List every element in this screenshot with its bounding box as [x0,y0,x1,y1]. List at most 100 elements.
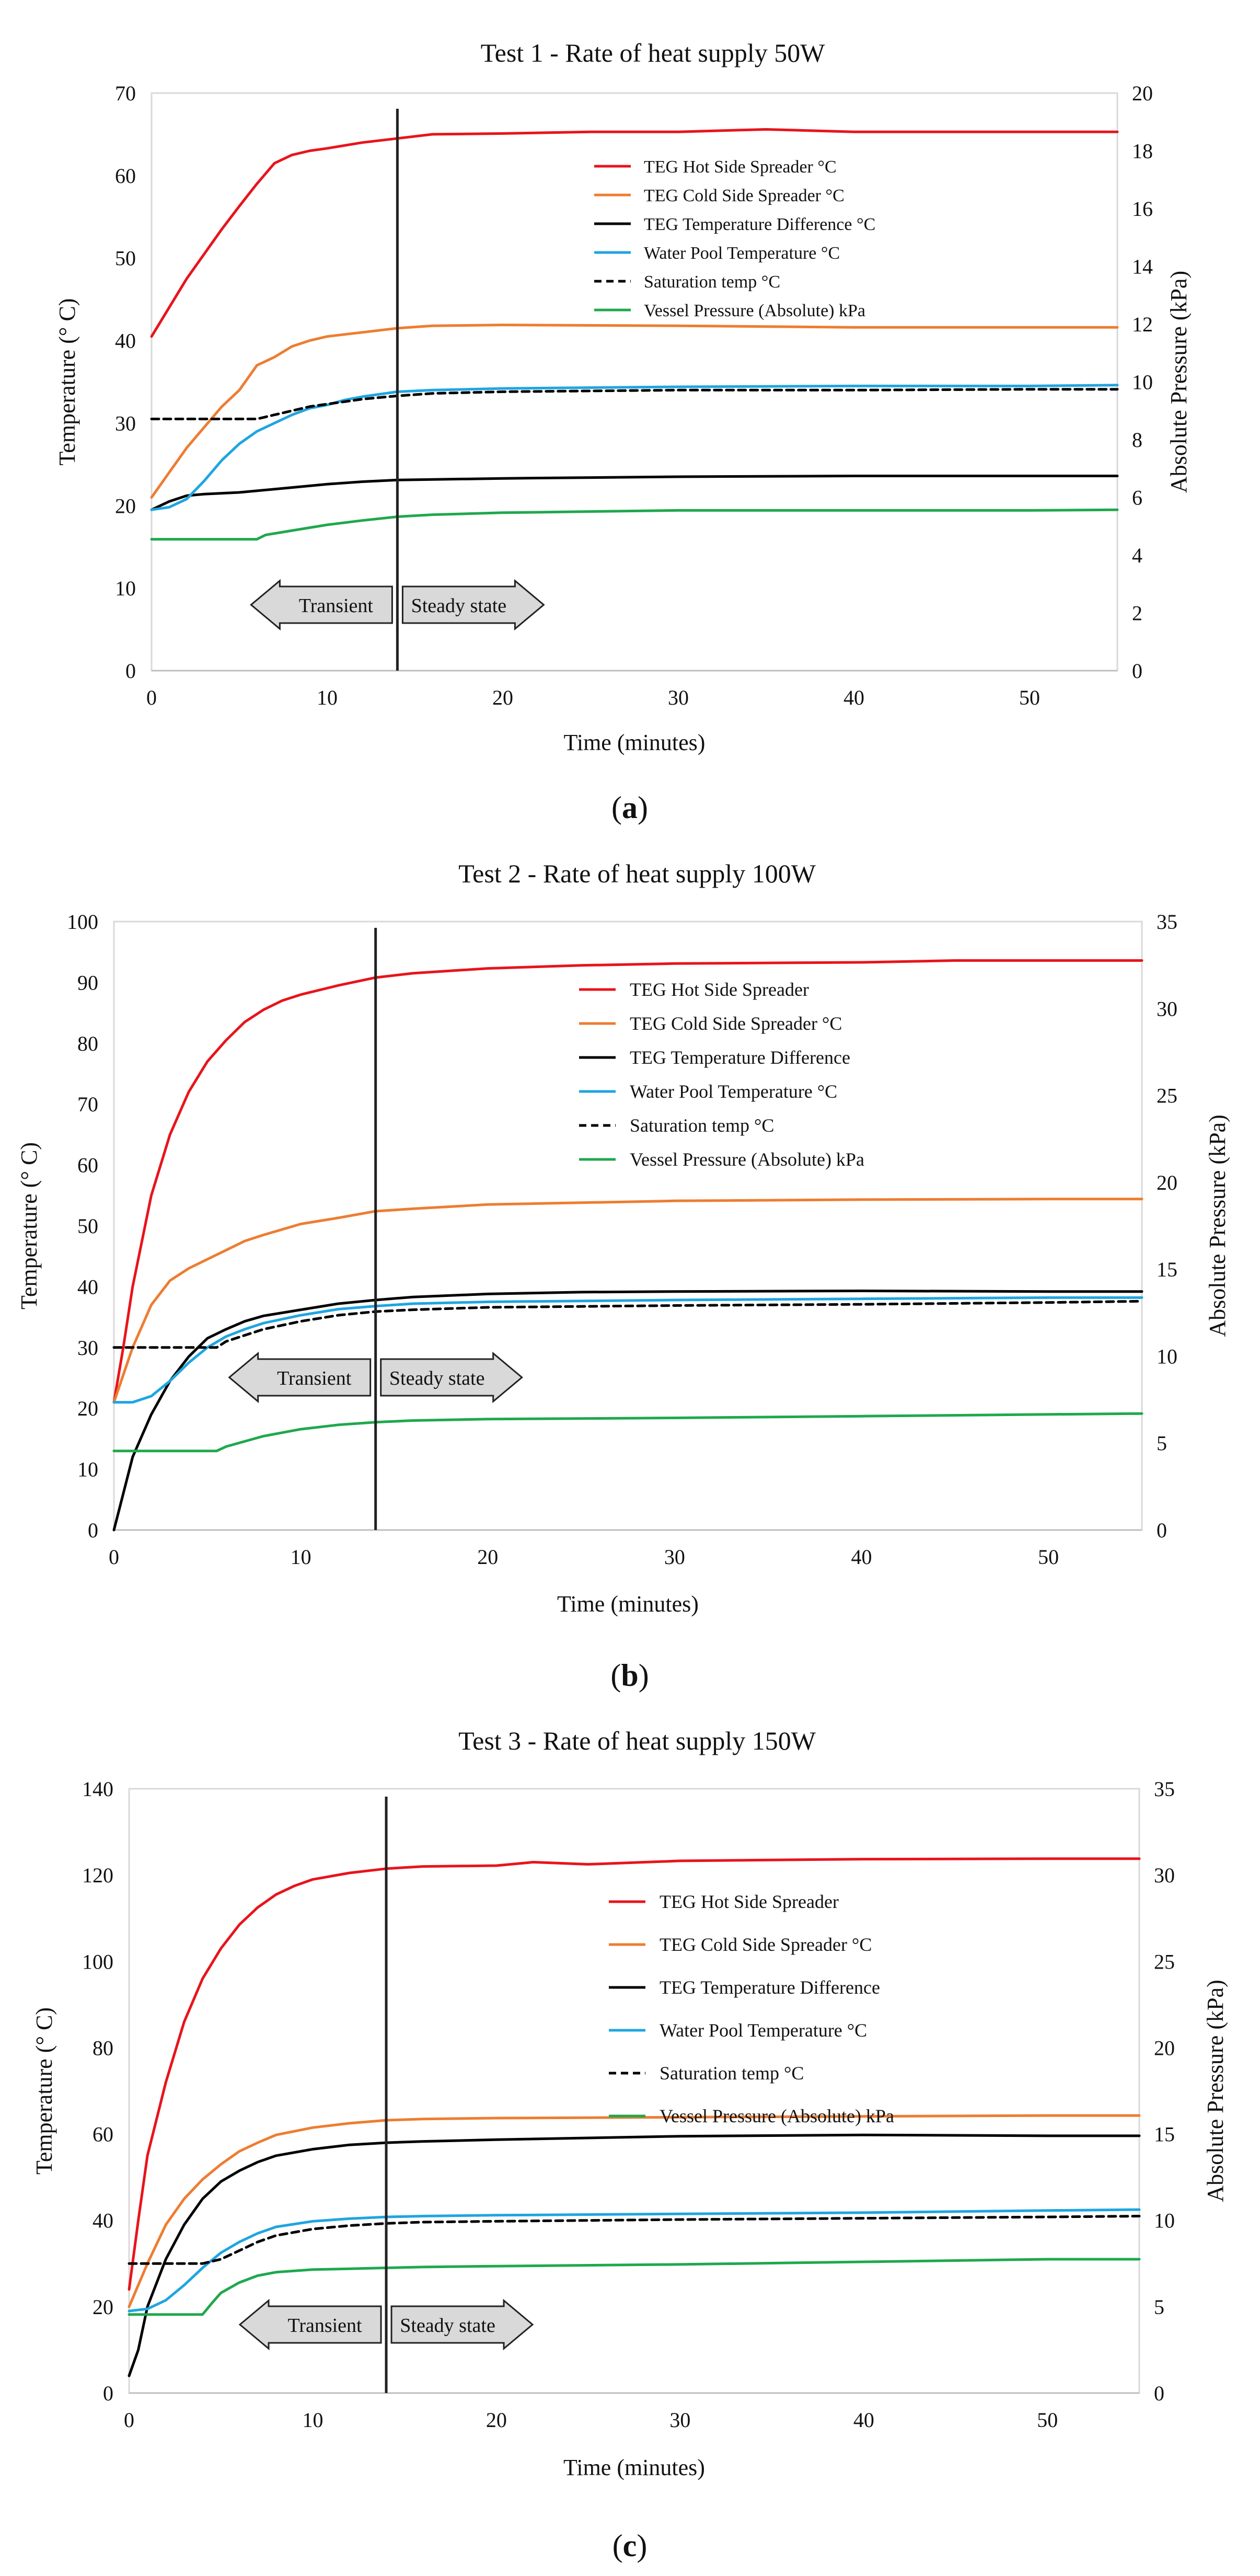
legend: TEG Hot Side Spreader TEG Cold Side Sprea… [579,979,864,1170]
legend-entry: TEG Hot Side Spreader [660,1891,839,1912]
y-tick-label: 60 [115,164,136,188]
y2-tick-label: 20 [1157,1171,1177,1194]
y-tick-label: 140 [82,1777,113,1801]
legend-entry: Water Pool Temperature °C [630,1081,837,1102]
x-tick-label: 20 [492,686,513,709]
x-tick-label: 20 [486,2408,507,2432]
y2-tick-label: 10 [1157,1344,1177,1368]
legend-entry: Saturation temp °C [630,1115,774,1136]
panel-letter: b [621,1658,638,1693]
plot-area [128,1788,1140,2394]
panel-paren-open: ( [611,790,622,825]
y2-axis-label: Absolute Pressure (kPa) [1203,1980,1228,2202]
legend-entry: Saturation temp °C [644,272,780,292]
y2-axis-label: Absolute Pressure (kPa) [1166,271,1192,493]
y-tick-label: 0 [103,2382,113,2405]
series-line-3 [112,1296,1143,1404]
transient-label: Transient [287,2315,362,2337]
panel-letter: c [623,2528,637,2563]
y2-tick-label: 5 [1154,2295,1164,2319]
y2-tick-label: 4 [1132,544,1142,567]
y2-tick-label: 30 [1154,1864,1175,1887]
y-tick-label: 20 [93,2295,113,2319]
x-tick-label: 40 [853,2408,874,2432]
y-tick-label: 0 [88,1519,98,1542]
panel-paren-close: ) [638,790,648,825]
x-axis-label: Time (minutes) [563,2455,705,2480]
y2-axis-label: Absolute Pressure (kPa) [1205,1114,1230,1337]
panel-letter: a [622,790,638,825]
series-line-2 [128,2133,1141,2377]
y2-tick-label: 10 [1132,371,1153,394]
x-tick-label: 0 [124,2408,134,2432]
chart-panel-c: Test 3 - Rate of heat supply 150W 0 20 40 60… [31,1726,1228,2563]
x-tick-label: 10 [317,686,338,709]
series-line-2 [150,475,1119,511]
x-tick-label: 10 [291,1545,311,1569]
plot-area [151,92,1118,672]
legend-entry: TEG Temperature Difference [660,1977,880,1998]
series-line-2 [112,1290,1143,1532]
x-tick-label: 30 [668,686,689,709]
x-tick-label: 40 [851,1545,872,1569]
legend: TEG Hot Side Spreader °C TEG Cold Side Sp… [594,157,875,320]
x-tick-label: 40 [843,686,864,709]
x-tick-label: 0 [146,686,157,709]
y-tick-label: 30 [77,1336,98,1360]
y-tick-label: 120 [82,1864,113,1887]
transient-label: Transient [277,1367,352,1389]
y2-tick-label: 8 [1132,428,1142,452]
series-line-4 [150,388,1119,420]
y-tick-label: 100 [67,910,98,934]
transient-arrow [228,1351,372,1404]
y-tick-label: 40 [93,2209,113,2233]
transient-arrow [238,2298,382,2351]
x-tick-label: 50 [1037,2408,1058,2432]
y-axis-label: Temperature (° C) [54,298,80,466]
panel-paren-close: ) [637,2528,647,2563]
series-line-4 [128,2215,1141,2265]
transient-label: Transient [299,595,374,617]
y-tick-label: 20 [77,1397,98,1420]
y-tick-label: 40 [115,329,136,353]
legend-entry: TEG Cold Side Spreader °C [644,186,845,205]
legend-entry: TEG Hot Side Spreader [630,979,809,1000]
y2-tick-label: 35 [1154,1777,1175,1801]
y2-tick-label: 15 [1157,1258,1177,1281]
steady-state-arrow [390,2298,534,2351]
transient-arrow [250,579,393,631]
y-tick-label: 20 [115,494,136,518]
panel-label: (a) [611,790,648,825]
y2-tick-label: 30 [1157,997,1177,1020]
y2-tick-label: 10 [1154,2209,1175,2233]
y-tick-label: 30 [115,411,136,435]
legend-entry: Saturation temp °C [660,2063,804,2084]
legend-entry: Water Pool Temperature °C [660,2020,867,2041]
y-axis-label: Temperature (° C) [16,1142,42,1309]
y2-tick-label: 0 [1154,2382,1164,2405]
y-tick-label: 80 [77,1032,98,1055]
steady-state-arrow [401,579,545,631]
x-tick-label: 10 [302,2408,323,2432]
y-tick-label: 10 [77,1458,98,1481]
steady-state-label: Steady state [389,1367,485,1389]
legend-entry: Water Pool Temperature °C [644,244,840,263]
y-tick-label: 80 [93,2036,113,2060]
panel-paren-open: ( [610,1658,621,1693]
legend-entry: TEG Temperature Difference [630,1047,850,1068]
y-axis-label: Temperature (° C) [31,2007,57,2175]
y2-tick-label: 0 [1157,1519,1167,1542]
y-tick-label: 60 [77,1154,98,1177]
x-tick-label: 20 [477,1545,498,1569]
legend-entry: TEG Cold Side Spreader °C [660,1934,872,1955]
series-line-3 [150,384,1119,511]
steady-state-label: Steady state [400,2315,495,2337]
series-line-0 [128,1857,1141,2291]
x-tick-label: 50 [1038,1545,1059,1569]
y-tick-label: 0 [125,659,136,683]
y2-tick-label: 5 [1157,1432,1167,1455]
legend: TEG Hot Side Spreader TEG Cold Side Sprea… [609,1891,894,2126]
y-tick-label: 50 [77,1214,98,1238]
y2-tick-label: 16 [1132,197,1153,221]
x-tick-label: 0 [109,1545,119,1569]
